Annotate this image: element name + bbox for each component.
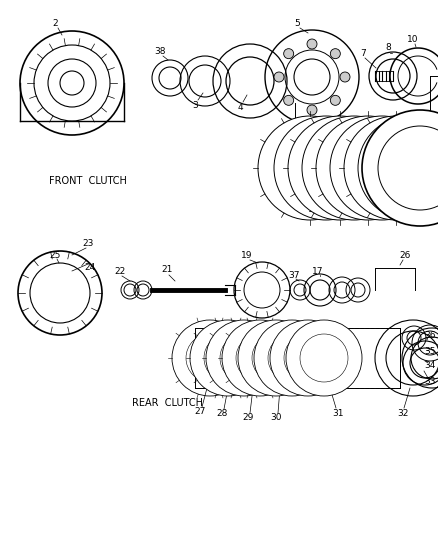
Text: 12: 12 — [429, 154, 438, 163]
Circle shape — [274, 72, 284, 82]
Text: 8: 8 — [385, 44, 391, 52]
Text: 27: 27 — [194, 407, 206, 416]
Text: 13: 13 — [426, 171, 438, 180]
Circle shape — [190, 320, 266, 396]
Text: 19: 19 — [241, 251, 253, 260]
Text: 34: 34 — [424, 360, 436, 369]
Circle shape — [377, 135, 438, 201]
Circle shape — [344, 116, 438, 220]
Text: 17: 17 — [312, 266, 324, 276]
Text: 33: 33 — [424, 376, 436, 385]
Text: 14: 14 — [386, 206, 398, 214]
Circle shape — [300, 334, 348, 382]
Circle shape — [277, 135, 343, 201]
Text: 23: 23 — [82, 238, 94, 247]
Text: 2: 2 — [52, 19, 58, 28]
Circle shape — [268, 334, 316, 382]
Circle shape — [204, 334, 252, 382]
Text: 18: 18 — [308, 206, 320, 214]
Text: 29: 29 — [242, 414, 254, 423]
Text: 37: 37 — [288, 271, 300, 279]
Text: 32: 32 — [397, 408, 409, 417]
Text: 36: 36 — [424, 330, 436, 340]
Circle shape — [284, 49, 293, 59]
Text: 24: 24 — [85, 263, 95, 272]
Circle shape — [186, 334, 234, 382]
Circle shape — [172, 320, 248, 396]
Text: 7: 7 — [360, 49, 366, 58]
Circle shape — [284, 95, 293, 106]
Circle shape — [222, 320, 298, 396]
Circle shape — [378, 126, 438, 210]
Circle shape — [307, 135, 373, 201]
Text: 11: 11 — [426, 125, 438, 134]
Circle shape — [220, 334, 268, 382]
Text: 10: 10 — [407, 35, 419, 44]
Text: 30: 30 — [270, 414, 282, 423]
Circle shape — [252, 334, 300, 382]
Circle shape — [307, 105, 317, 115]
Circle shape — [362, 110, 438, 226]
Text: 35: 35 — [424, 346, 436, 356]
Circle shape — [293, 135, 359, 201]
Circle shape — [363, 135, 429, 201]
Text: FRONT  CLUTCH: FRONT CLUTCH — [49, 176, 127, 186]
Circle shape — [238, 320, 314, 396]
Circle shape — [274, 116, 378, 220]
Circle shape — [254, 320, 330, 396]
Text: 15: 15 — [366, 206, 378, 214]
Text: 38: 38 — [154, 46, 166, 55]
Circle shape — [302, 116, 406, 220]
Circle shape — [236, 334, 284, 382]
Circle shape — [316, 116, 420, 220]
Text: 21: 21 — [161, 265, 173, 274]
Text: 31: 31 — [332, 408, 344, 417]
Circle shape — [270, 320, 346, 396]
Circle shape — [335, 135, 401, 201]
Circle shape — [288, 116, 392, 220]
Circle shape — [307, 39, 317, 49]
Text: 22: 22 — [114, 266, 126, 276]
Text: REAR  CLUTCH: REAR CLUTCH — [133, 398, 204, 408]
Text: 5: 5 — [294, 19, 300, 28]
Circle shape — [206, 320, 282, 396]
Text: 3: 3 — [192, 101, 198, 109]
Circle shape — [330, 49, 340, 59]
Circle shape — [321, 135, 387, 201]
Text: 28: 28 — [216, 409, 228, 418]
Circle shape — [258, 116, 362, 220]
Text: 4: 4 — [237, 102, 243, 111]
Circle shape — [330, 95, 340, 106]
Circle shape — [340, 72, 350, 82]
Text: 26: 26 — [399, 251, 411, 260]
Circle shape — [349, 135, 415, 201]
Circle shape — [284, 334, 332, 382]
Circle shape — [330, 116, 434, 220]
Text: 25: 25 — [49, 251, 61, 260]
Circle shape — [358, 116, 438, 220]
Circle shape — [286, 320, 362, 396]
